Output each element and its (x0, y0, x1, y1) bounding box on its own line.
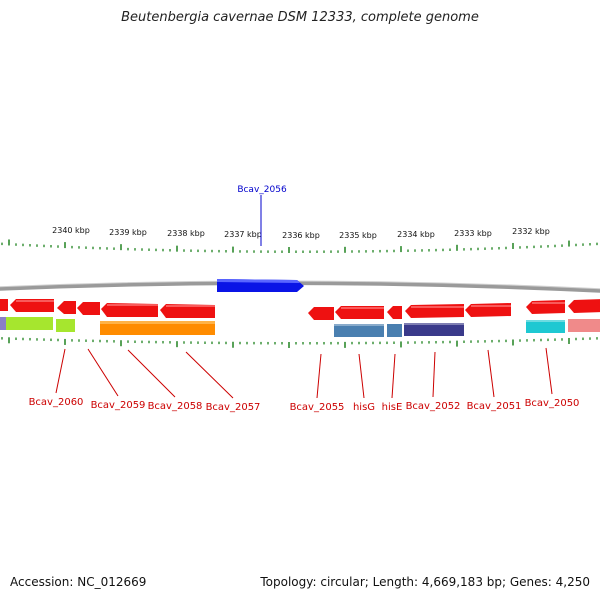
gene-label-bcav-2059[interactable]: Bcav_2059 (91, 400, 146, 411)
gene-label-hise[interactable]: hisE (382, 402, 403, 413)
gene-label-bcav-2060[interactable]: Bcav_2060 (29, 397, 84, 408)
gene-labels: Bcav_2060 Bcav_2059 Bcav_2058 Bcav_2057 … (29, 347, 580, 413)
gene-block-orange[interactable] (100, 321, 215, 335)
cds-arrow[interactable] (0, 299, 8, 311)
gene-feature-bcav-2056[interactable]: Bcav_2056 (217, 185, 304, 292)
cds-arrow[interactable] (160, 304, 215, 318)
outer-tick-ring (1, 239, 598, 253)
gene-block-pink[interactable] (568, 319, 600, 332)
inner-tick-ring (1, 337, 598, 348)
gene-block-indigo[interactable] (404, 323, 464, 336)
cds-track-red (0, 299, 600, 320)
gene-label-bcav-2055[interactable]: Bcav_2055 (290, 402, 345, 413)
cds-track-colored (0, 317, 600, 337)
scale-label: 2336 kbp (282, 231, 320, 240)
scale-label: 2335 kbp (339, 231, 377, 240)
scale-label: 2338 kbp (167, 229, 205, 238)
cds-arrow[interactable] (101, 303, 158, 317)
accession-text: Accession: NC_012669 (10, 575, 147, 589)
gene-label-bcav-2057[interactable]: Bcav_2057 (206, 402, 261, 413)
scale-label: 2337 kbp (224, 230, 262, 239)
cds-arrow[interactable] (387, 306, 402, 319)
scale-label: 2340 kbp (52, 226, 90, 235)
gene-label-bcav-2056: Bcav_2056 (237, 185, 287, 195)
gene-label-bcav-2050[interactable]: Bcav_2050 (525, 398, 580, 409)
gene-block-steelblue[interactable] (334, 324, 384, 337)
cds-arrow[interactable] (308, 307, 334, 320)
gene-label-hisg[interactable]: hisG (353, 402, 375, 413)
scale-label: 2339 kbp (109, 228, 147, 237)
gene-block-steelblue[interactable] (387, 324, 402, 337)
genome-title: Beutenbergia cavernae DSM 12333, complet… (121, 10, 479, 25)
scale-labels: 2340 kbp 2339 kbp 2338 kbp 2337 kbp 2336… (52, 226, 550, 240)
scale-label: 2333 kbp (454, 229, 492, 238)
cds-arrow[interactable] (10, 299, 54, 312)
cds-arrow[interactable] (335, 306, 384, 319)
gene-label-bcav-2051[interactable]: Bcav_2051 (467, 401, 522, 412)
cds-arrow[interactable] (57, 301, 76, 314)
gene-block-lime[interactable] (56, 319, 75, 332)
gene-label-bcav-2058[interactable]: Bcav_2058 (148, 401, 203, 412)
scale-label: 2334 kbp (397, 230, 435, 239)
gene-block-cyan[interactable] (526, 320, 565, 333)
gene-block-lime[interactable] (0, 317, 53, 330)
cds-arrow[interactable] (568, 299, 600, 313)
cds-arrow[interactable] (77, 302, 100, 315)
gene-label-bcav-2052[interactable]: Bcav_2052 (406, 401, 461, 412)
scale-label: 2332 kbp (512, 227, 550, 236)
genome-stats-text: Topology: circular; Length: 4,669,183 bp… (260, 575, 590, 589)
